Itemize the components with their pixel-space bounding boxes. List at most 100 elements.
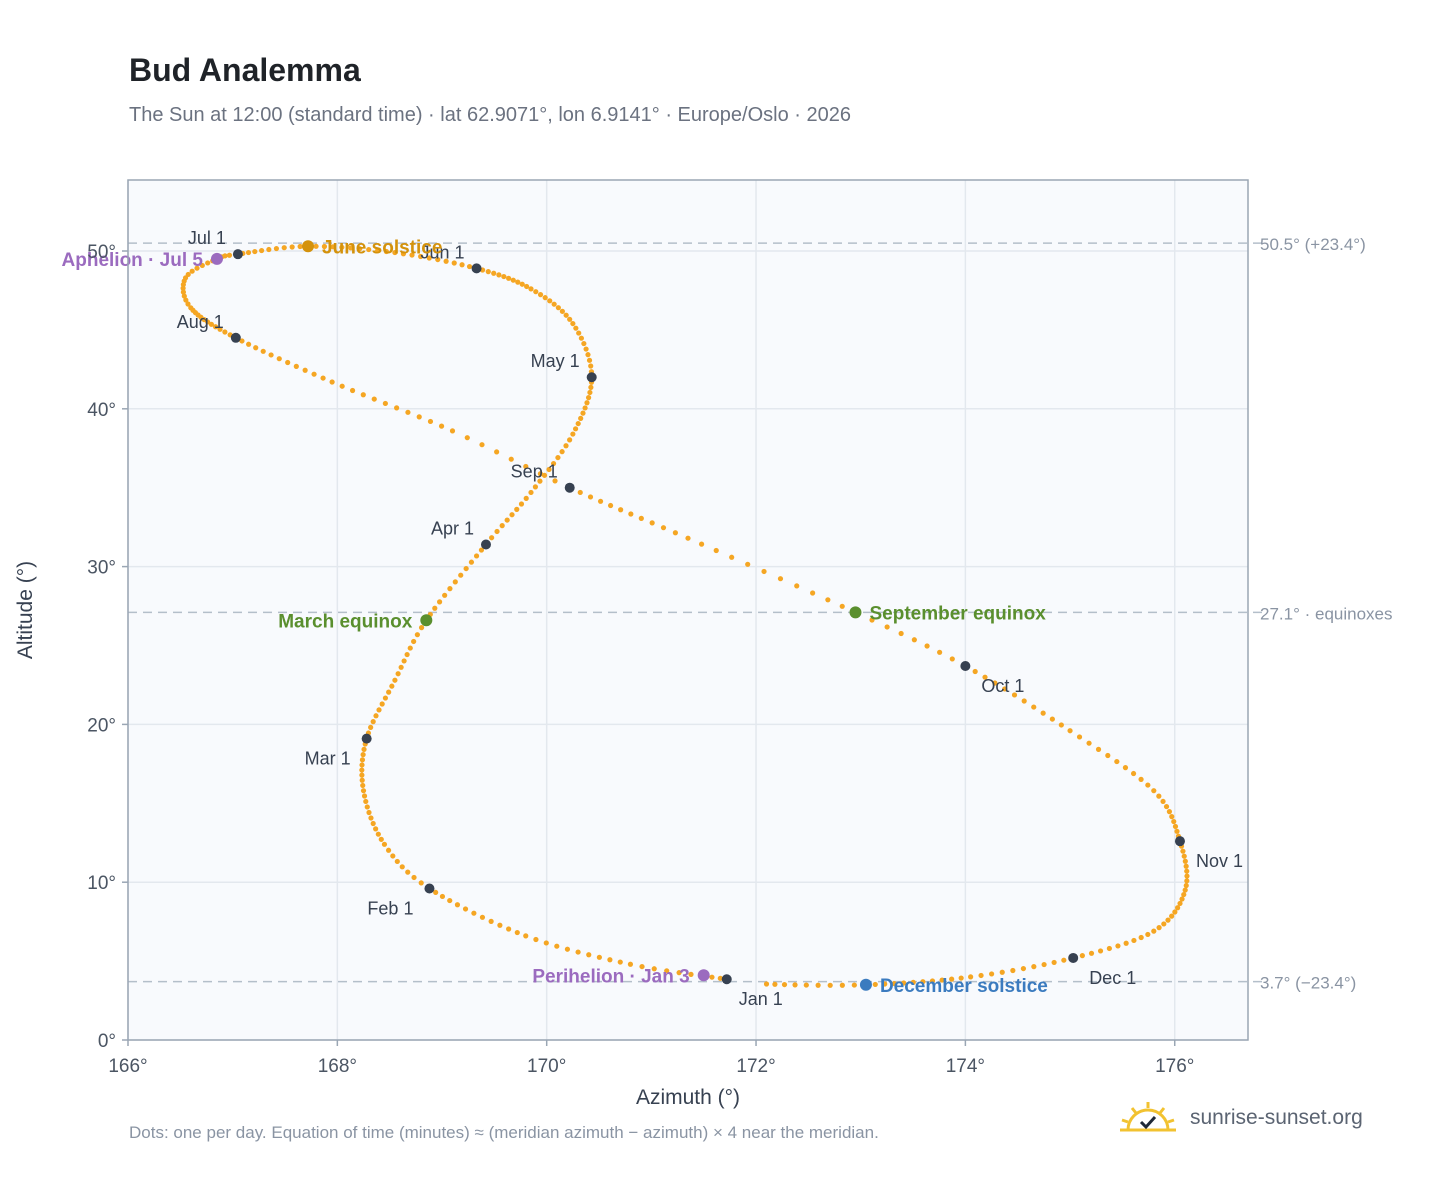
daily-dot (373, 713, 379, 719)
daily-dot (392, 249, 398, 256)
daily-dot (381, 841, 388, 847)
daily-dot (405, 409, 411, 415)
event-marker[interactable] (302, 240, 315, 253)
daily-dot (588, 384, 594, 390)
daily-dot (559, 308, 565, 314)
daily-dot (1179, 896, 1185, 902)
daily-dot (939, 977, 945, 983)
x-tick-label: 174° (946, 1056, 985, 1077)
daily-dot (651, 966, 657, 972)
daily-dot (246, 341, 252, 347)
daily-dot (348, 245, 354, 251)
daily-dot (825, 597, 831, 603)
event-marker[interactable] (859, 978, 872, 991)
brand[interactable]: sunrise-sunset.org (1120, 1100, 1363, 1136)
daily-dot (891, 980, 897, 987)
daily-dot (379, 701, 385, 707)
daily-dot (510, 277, 516, 283)
daily-dot (583, 346, 589, 352)
month-marker[interactable] (230, 332, 241, 343)
plot-frame (127, 179, 1249, 1041)
daily-dot (1095, 746, 1102, 752)
daily-dot (382, 400, 388, 407)
daily-dot (607, 502, 614, 509)
daily-dot (1180, 848, 1186, 854)
daily-dot (763, 981, 770, 987)
daily-dot (920, 979, 926, 985)
month-marker[interactable] (721, 974, 732, 985)
month-marker[interactable] (232, 249, 243, 260)
daily-dot (180, 285, 186, 291)
daily-dot (339, 244, 345, 250)
brand-name: sunrise-sunset.org (1190, 1106, 1363, 1129)
daily-dot (1010, 967, 1016, 974)
daily-dot (1105, 752, 1111, 759)
x-tick-label: 176° (1155, 1056, 1194, 1077)
month-marker[interactable] (361, 733, 372, 744)
daily-dot (1131, 937, 1137, 944)
daily-dot (433, 889, 439, 896)
month-marker[interactable] (1174, 836, 1185, 847)
daily-dot (479, 442, 485, 448)
daily-dot (949, 976, 955, 982)
daily-dot (418, 253, 424, 260)
month-marker[interactable] (960, 661, 971, 672)
daily-dot (1181, 853, 1187, 859)
event-markers: June solstice March equinox September equi… (62, 237, 1048, 996)
daily-dot (222, 329, 228, 335)
daily-dot (949, 656, 955, 662)
month-markers: Jan 1 Feb 1 Mar 1 Apr 1 May 1 Jun 1 Jul 1 Aug 1… (177, 228, 1243, 1009)
daily-dot (582, 405, 588, 411)
daily-dot (1151, 788, 1157, 794)
event-marker[interactable] (210, 252, 223, 265)
daily-dot (550, 460, 557, 467)
month-label: May 1 (531, 351, 580, 371)
month-marker[interactable] (1068, 952, 1079, 963)
event-marker[interactable] (849, 606, 862, 619)
daily-dot (552, 478, 558, 484)
daily-dot (910, 979, 916, 985)
daily-dot (664, 968, 670, 974)
page-title: Bud Analemma (129, 52, 361, 88)
daily-dot (911, 637, 917, 643)
daily-dot (494, 449, 500, 455)
month-marker[interactable] (424, 883, 435, 894)
event-marker[interactable] (697, 969, 710, 982)
daily-dot (992, 680, 998, 686)
daily-dot (685, 535, 691, 541)
daily-dot (901, 980, 907, 986)
daily-dot (570, 320, 576, 327)
daily-dot (745, 561, 751, 567)
month-label: Oct 1 (981, 676, 1024, 696)
daily-dot (555, 305, 561, 311)
month-marker[interactable] (586, 372, 597, 383)
daily-dot (1051, 959, 1057, 966)
daily-dot (1079, 953, 1085, 959)
daily-dot (447, 897, 453, 904)
daily-dot (418, 880, 424, 886)
daily-dot (1145, 782, 1151, 788)
month-marker[interactable] (564, 482, 575, 493)
daily-dot (411, 874, 417, 881)
daily-dot (884, 624, 890, 630)
y-tick-label: 50° (87, 242, 116, 263)
daily-dot (368, 724, 374, 730)
daily-dot (567, 437, 573, 443)
event-marker[interactable] (420, 614, 433, 627)
daily-dot (1049, 716, 1055, 722)
daily-dot (407, 645, 413, 651)
daily-dot (1184, 873, 1190, 879)
daily-dot (436, 599, 443, 605)
reference-lines: 50.5° (+23.4°) 27.1° · equinoxes 3.7° (−23… (128, 235, 1393, 993)
month-marker[interactable] (480, 539, 491, 550)
daily-dot (401, 658, 407, 664)
daily-dot (578, 335, 584, 341)
daily-dot (386, 689, 392, 695)
daily-dot (587, 389, 593, 396)
daily-dot (399, 864, 405, 870)
daily-dot (575, 949, 581, 955)
daily-dot (1106, 945, 1112, 952)
month-marker[interactable] (471, 263, 482, 274)
daily-dot (772, 981, 778, 987)
daily-dot (194, 265, 200, 271)
